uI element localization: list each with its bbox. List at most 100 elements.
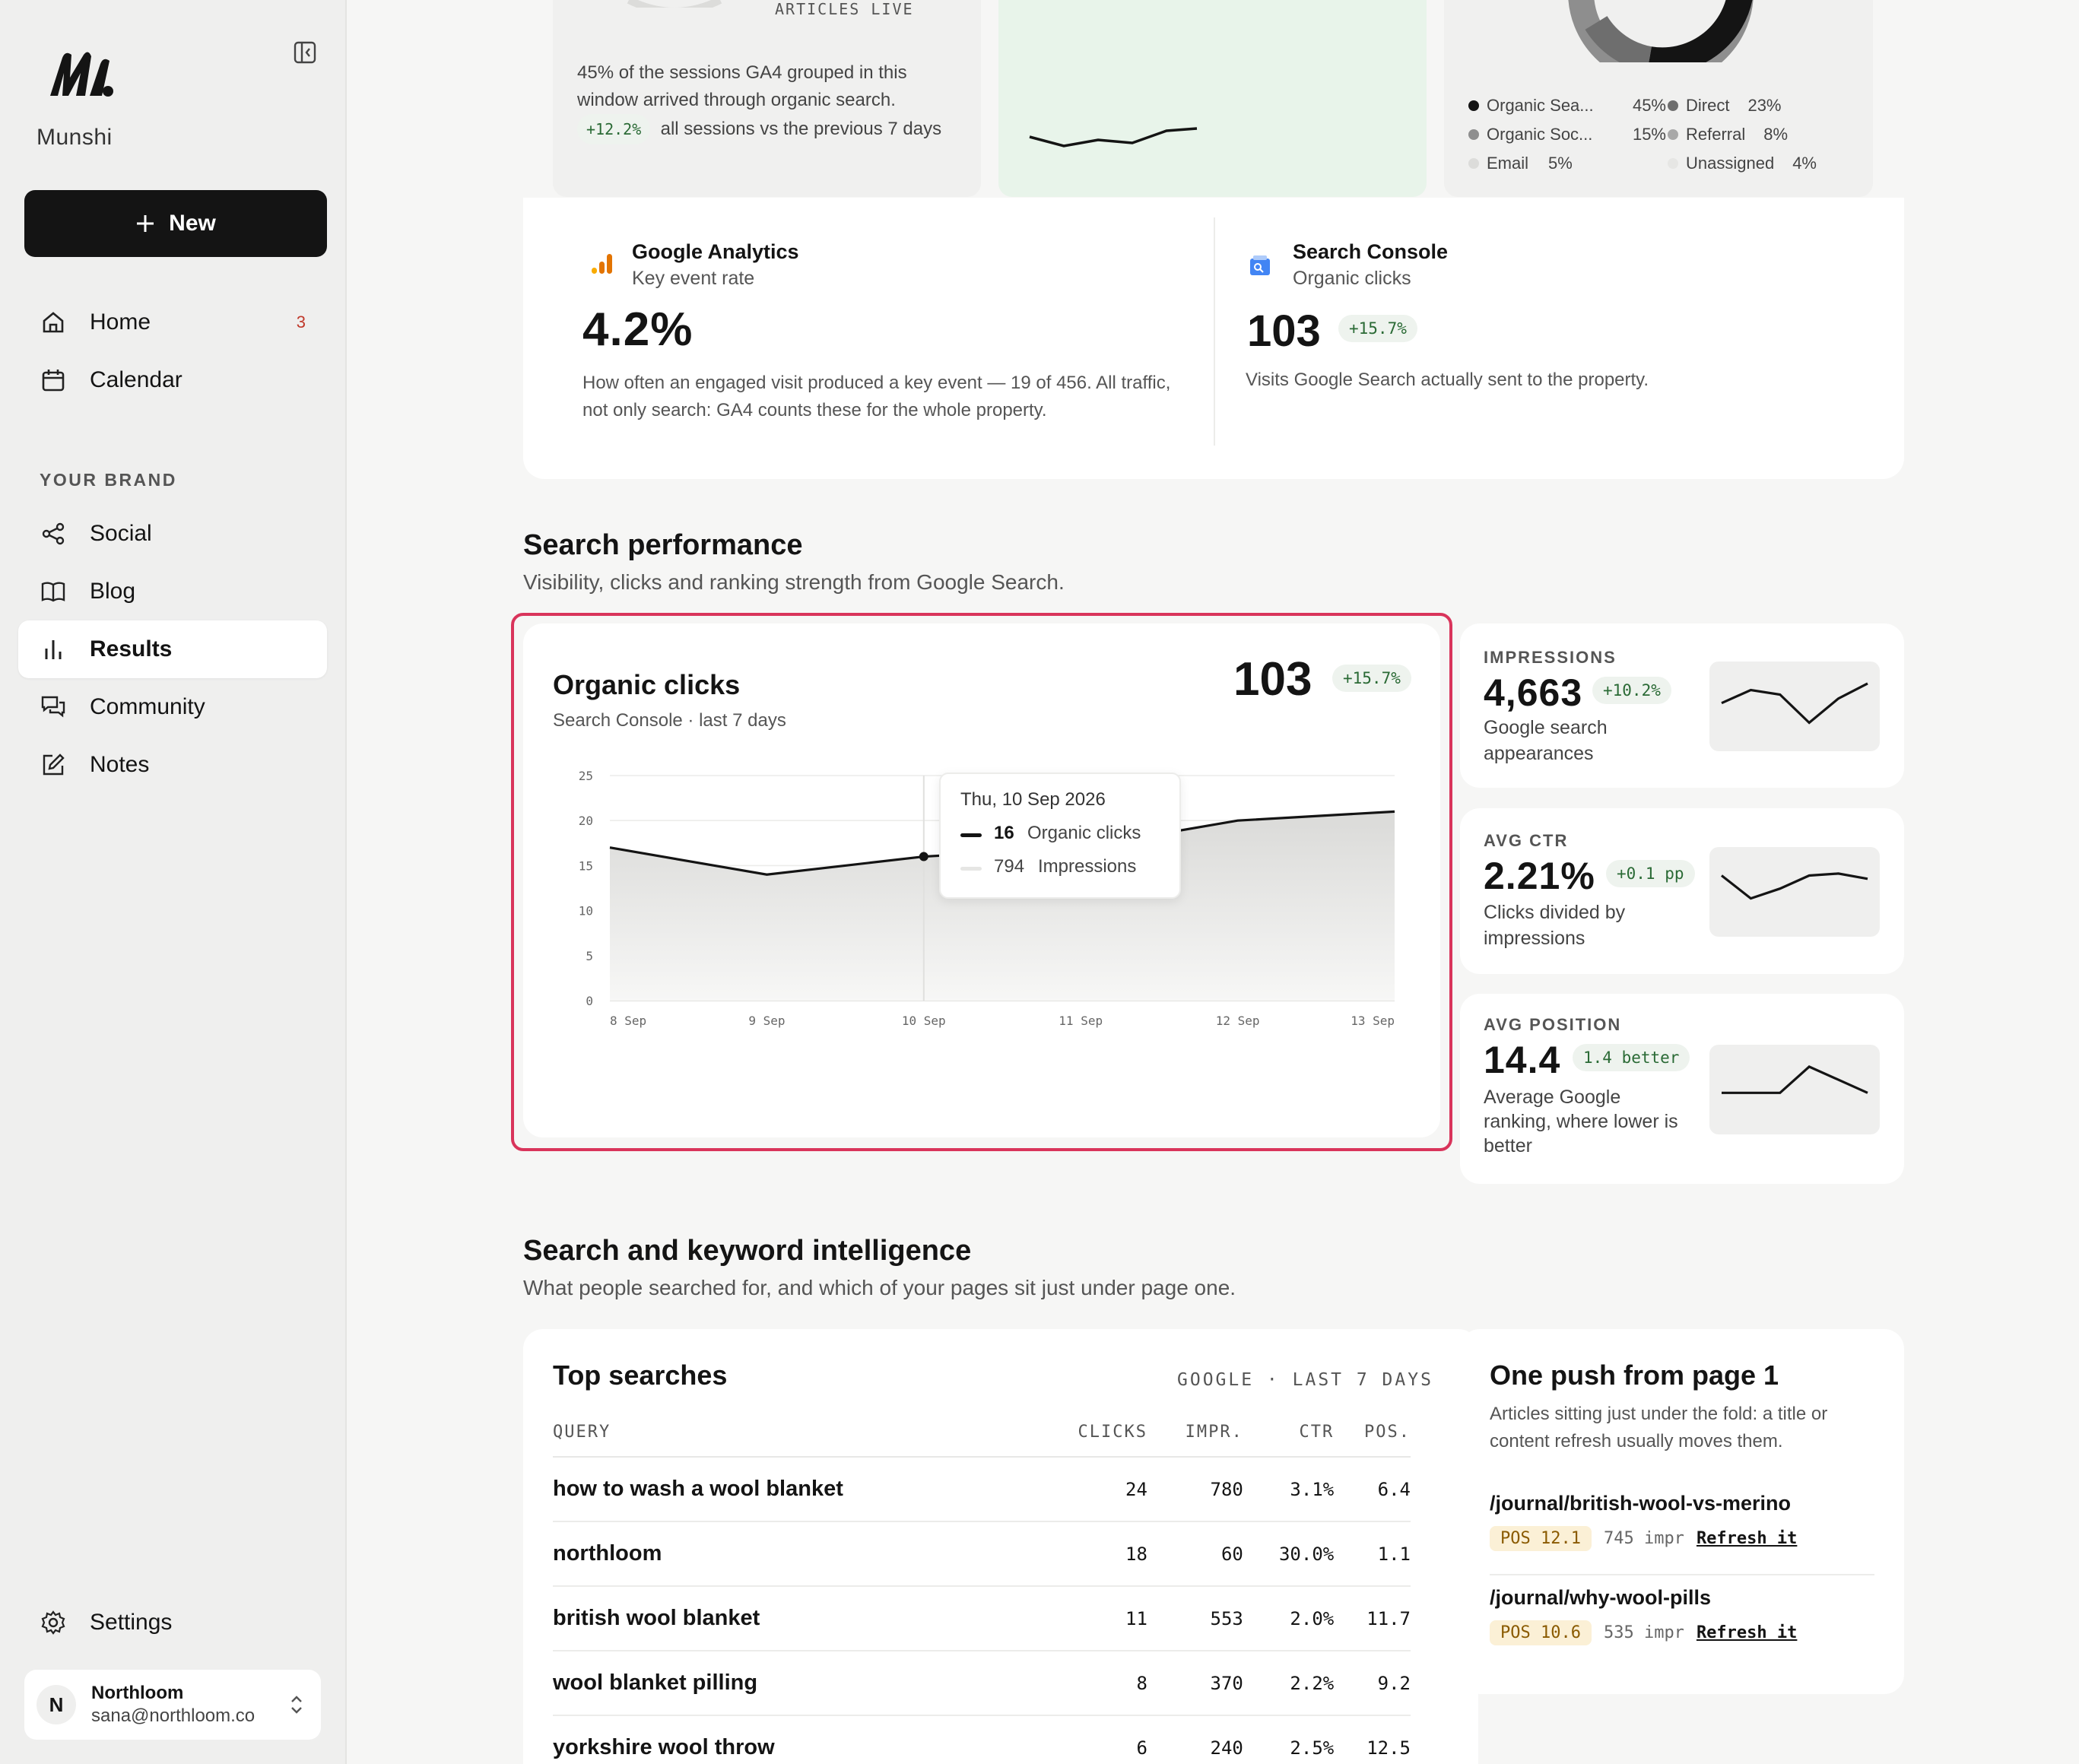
legend-dot bbox=[1668, 158, 1678, 169]
sidebar-item-label: Community bbox=[90, 694, 205, 719]
ctr-cell: 2.2% bbox=[1243, 1651, 1335, 1716]
legend-dot bbox=[1668, 100, 1678, 111]
sidebar-item-notes[interactable]: Notes bbox=[18, 736, 327, 794]
chat-icon bbox=[40, 693, 67, 721]
article-path[interactable]: /journal/british-wool-vs-merino bbox=[1490, 1492, 1792, 1515]
sidebar-item-blog[interactable]: Blog bbox=[18, 563, 327, 620]
account-switcher[interactable]: N Northloom sana@northloom.co bbox=[24, 1670, 321, 1740]
position-cell: 11.7 bbox=[1334, 1586, 1411, 1651]
book-icon bbox=[40, 578, 67, 605]
sidebar-item-social[interactable]: Social bbox=[18, 505, 327, 563]
card-subtitle: Search Console · last 7 days bbox=[553, 710, 786, 731]
sidebar-item-label: Results bbox=[90, 636, 173, 662]
table-row[interactable]: how to wash a wool blanket 24 780 3.1% 6… bbox=[553, 1457, 1411, 1522]
col-ctr[interactable]: CTR bbox=[1243, 1408, 1335, 1458]
section-subtitle: Visibility, clicks and ranking strength … bbox=[523, 570, 1065, 594]
organic-clicks-chart[interactable]: 8 Sep 9 Sep 10 Sep 11 Sep 12 Sep 13 Sep 0 5 10 1… bbox=[523, 623, 1440, 1137]
y-tick-label: 5 bbox=[586, 949, 593, 963]
table-row[interactable]: northloom 18 60 30.0% 1.1 bbox=[553, 1521, 1411, 1587]
query-cell: northloom bbox=[553, 1521, 1033, 1587]
top-searches-table: QUERY CLICKS IMPR. CTR POS. how to wash … bbox=[553, 1408, 1411, 1764]
legend-dot bbox=[1468, 158, 1479, 169]
col-impressions[interactable]: IMPR. bbox=[1147, 1408, 1243, 1458]
munshi-logo[interactable] bbox=[47, 47, 116, 100]
articles-live-label: ARTICLES LIVE bbox=[775, 0, 914, 18]
legend-item: Referral 8% bbox=[1668, 120, 1858, 149]
table-row[interactable]: yorkshire wool throw 6 240 2.5% 12.5 bbox=[553, 1715, 1411, 1764]
refresh-link[interactable]: Refresh it bbox=[1696, 1623, 1798, 1642]
position-cell: 9.2 bbox=[1334, 1651, 1411, 1716]
delta-desc: all sessions vs the previous 7 days bbox=[660, 119, 942, 139]
organic-clicks-card[interactable]: Organic clicks Search Console · last 7 d… bbox=[523, 623, 1440, 1137]
clicks-value: 103 bbox=[1233, 653, 1312, 706]
sc-title: Search Console bbox=[1293, 240, 1449, 263]
table-row[interactable]: british wool blanket 11 553 2.0% 11.7 bbox=[553, 1586, 1411, 1651]
collapse-sidebar-icon[interactable] bbox=[292, 40, 318, 65]
clicks-swatch bbox=[960, 833, 982, 837]
table-row[interactable]: wool blanket pilling 8 370 2.2% 9.2 bbox=[553, 1651, 1411, 1716]
kpi-value: 4,663 bbox=[1484, 671, 1583, 714]
kpi-card-position[interactable]: AVG POSITION 14.4 1.4 better Average Goo… bbox=[1460, 994, 1904, 1184]
sidebar-item-settings[interactable]: Settings bbox=[18, 1594, 327, 1651]
legend-item: Organic Sea... 45% bbox=[1468, 91, 1666, 120]
kpi-card-ctr[interactable]: AVG CTR 2.21% +0.1 pp Clicks divided by … bbox=[1460, 808, 1904, 974]
y-tick-label: 25 bbox=[579, 769, 593, 783]
home-icon bbox=[40, 309, 67, 336]
sidebar-item-home[interactable]: Home 3 bbox=[18, 293, 327, 351]
trend-card bbox=[998, 0, 1427, 197]
refresh-link[interactable]: Refresh it bbox=[1696, 1529, 1798, 1548]
col-query[interactable]: QUERY bbox=[553, 1408, 1033, 1458]
edit-note-icon bbox=[40, 751, 67, 779]
delta-badge: +15.7% bbox=[1332, 665, 1411, 692]
position-cell: 12.5 bbox=[1334, 1715, 1411, 1764]
col-clicks[interactable]: CLICKS bbox=[1032, 1408, 1147, 1458]
sidebar-item-label: Blog bbox=[90, 579, 136, 604]
delta-badge: +0.1 pp bbox=[1606, 860, 1695, 887]
new-button[interactable]: New bbox=[24, 190, 327, 257]
query-cell: wool blanket pilling bbox=[553, 1651, 1033, 1716]
x-tick-label: 8 Sep bbox=[610, 1014, 646, 1028]
plus-icon bbox=[137, 215, 154, 232]
section-subtitle: What people searched for, and which of y… bbox=[523, 1276, 1236, 1299]
kpi-desc: Google search appearances bbox=[1484, 717, 1608, 764]
sc-subtitle: Organic clicks bbox=[1293, 268, 1411, 289]
ga-value: 4.2% bbox=[582, 303, 694, 356]
position-cell: 6.4 bbox=[1334, 1457, 1411, 1522]
impressions-count: 535 impr bbox=[1603, 1623, 1684, 1642]
user-name: Northloom bbox=[91, 1683, 184, 1703]
card-meta: GOOGLE · LAST 7 DAYS bbox=[1177, 1370, 1433, 1390]
kpi-card-impressions[interactable]: IMPRESSIONS 4,663 +10.2% Google search a… bbox=[1460, 623, 1904, 788]
legend-dot bbox=[1468, 129, 1479, 140]
sidebar-item-results[interactable]: Results bbox=[18, 620, 327, 678]
search-console-icon bbox=[1250, 255, 1270, 275]
x-tick-label: 12 Sep bbox=[1216, 1014, 1260, 1028]
col-position[interactable]: POS. bbox=[1334, 1408, 1411, 1458]
table-header: QUERY CLICKS IMPR. CTR POS. bbox=[553, 1408, 1411, 1458]
position-cell: 1.1 bbox=[1334, 1521, 1411, 1587]
query-cell: how to wash a wool blanket bbox=[553, 1457, 1033, 1522]
sidebar-item-calendar[interactable]: Calendar bbox=[18, 351, 327, 409]
chart-tooltip: Thu, 10 Sep 2026 16 Organic clicks 794 I… bbox=[939, 773, 1181, 899]
data-point[interactable] bbox=[919, 852, 928, 861]
legend-value: 45% bbox=[1632, 96, 1666, 115]
delta-badge: +15.7% bbox=[1338, 315, 1417, 342]
new-button-label: New bbox=[169, 211, 216, 236]
sidebar-item-label: Home bbox=[90, 309, 151, 335]
ga-desc: How often an engaged visit produced a ke… bbox=[582, 373, 1171, 420]
position-badge: POS 10.6 bbox=[1490, 1620, 1592, 1645]
y-tick-label: 10 bbox=[579, 904, 593, 918]
legend-name: Organic Soc... bbox=[1487, 125, 1593, 144]
legend-dot bbox=[1668, 129, 1678, 140]
article-path[interactable]: /journal/why-wool-pills bbox=[1490, 1586, 1712, 1609]
share-icon bbox=[40, 520, 67, 547]
bar-chart-icon bbox=[40, 636, 67, 663]
x-tick-label: 10 Sep bbox=[902, 1014, 946, 1028]
sidebar-item-community[interactable]: Community bbox=[18, 678, 327, 736]
notification-badge: 3 bbox=[296, 313, 306, 332]
legend-name: Direct bbox=[1686, 96, 1730, 115]
sidebar-item-label: Calendar bbox=[90, 367, 183, 392]
card-title: One push from page 1 bbox=[1490, 1359, 1779, 1391]
trend-sparkline bbox=[1029, 127, 1198, 148]
tooltip-clicks-label: Organic clicks bbox=[1027, 823, 1141, 843]
push-card: One push from page 1 Articles sitting ju… bbox=[1460, 1329, 1904, 1694]
